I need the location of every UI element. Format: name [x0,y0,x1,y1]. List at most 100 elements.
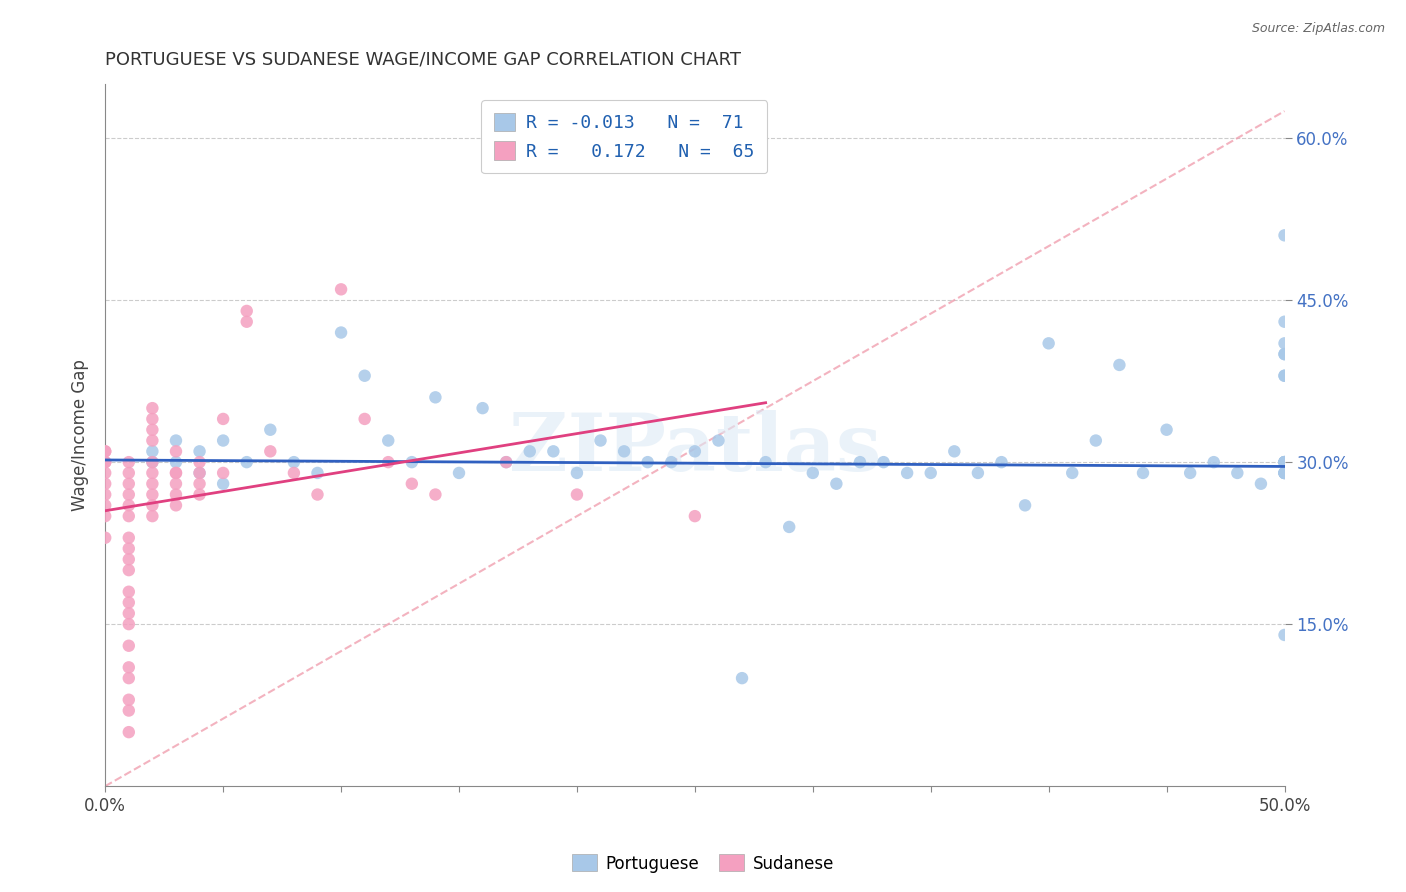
Point [188,466,211,480]
Point [94,466,117,480]
Point [778,520,800,534]
Point [141,434,163,448]
Point [188,487,211,501]
Point [1274,455,1296,469]
Point [425,487,447,501]
Point [1274,315,1296,329]
Point [353,368,375,383]
Point [307,466,329,480]
Point [118,531,141,545]
Point [707,434,730,448]
Point [118,725,141,739]
Point [1132,466,1154,480]
Point [94,455,117,469]
Point [118,509,141,524]
Point [1062,466,1084,480]
Point [1038,336,1060,351]
Point [1274,466,1296,480]
Point [118,639,141,653]
Point [141,499,163,513]
Point [235,304,257,318]
Point [447,466,470,480]
Point [94,444,117,458]
Point [401,476,423,491]
Point [118,541,141,556]
Point [1274,466,1296,480]
Point [1274,455,1296,469]
Point [141,509,163,524]
Point [118,660,141,674]
Y-axis label: Wage/Income Gap: Wage/Income Gap [72,359,89,511]
Point [141,487,163,501]
Point [920,466,942,480]
Point [188,476,211,491]
Point [118,487,141,501]
Point [118,466,141,480]
Point [188,466,211,480]
Point [235,455,257,469]
Legend: R = -0.013   N =  71, R =   0.172   N =  65: R = -0.013 N = 71, R = 0.172 N = 65 [481,100,768,173]
Point [259,444,281,458]
Point [94,499,117,513]
Point [1274,466,1296,480]
Point [495,455,517,469]
Point [330,282,353,296]
Point [94,487,117,501]
Point [94,531,117,545]
Point [94,455,117,469]
Point [212,466,235,480]
Point [637,455,659,469]
Point [307,487,329,501]
Text: ZIPatlas: ZIPatlas [509,410,882,488]
Point [165,455,187,469]
Point [377,455,399,469]
Point [188,455,211,469]
Point [141,401,163,416]
Point [165,466,187,480]
Point [565,487,588,501]
Point [141,444,163,458]
Point [1274,336,1296,351]
Point [188,444,211,458]
Point [165,434,187,448]
Point [613,444,636,458]
Point [118,499,141,513]
Point [967,466,990,480]
Point [471,401,494,416]
Point [1274,347,1296,361]
Point [94,444,117,458]
Point [118,552,141,566]
Point [943,444,966,458]
Point [141,455,163,469]
Point [165,499,187,513]
Point [849,455,872,469]
Point [1274,228,1296,243]
Point [118,563,141,577]
Point [118,476,141,491]
Point [801,466,824,480]
Point [118,671,141,685]
Point [401,455,423,469]
Point [872,455,894,469]
Point [118,455,141,469]
Point [1202,455,1225,469]
Point [141,466,163,480]
Point [1274,466,1296,480]
Point [1274,455,1296,469]
Point [283,466,305,480]
Point [353,412,375,426]
Point [165,487,187,501]
Point [118,704,141,718]
Point [1014,499,1036,513]
Point [731,671,754,685]
Point [212,476,235,491]
Legend: Portuguese, Sudanese: Portuguese, Sudanese [565,847,841,880]
Point [1274,368,1296,383]
Point [425,390,447,404]
Point [141,476,163,491]
Point [1156,423,1178,437]
Point [94,476,117,491]
Point [659,455,682,469]
Point [377,434,399,448]
Point [825,476,848,491]
